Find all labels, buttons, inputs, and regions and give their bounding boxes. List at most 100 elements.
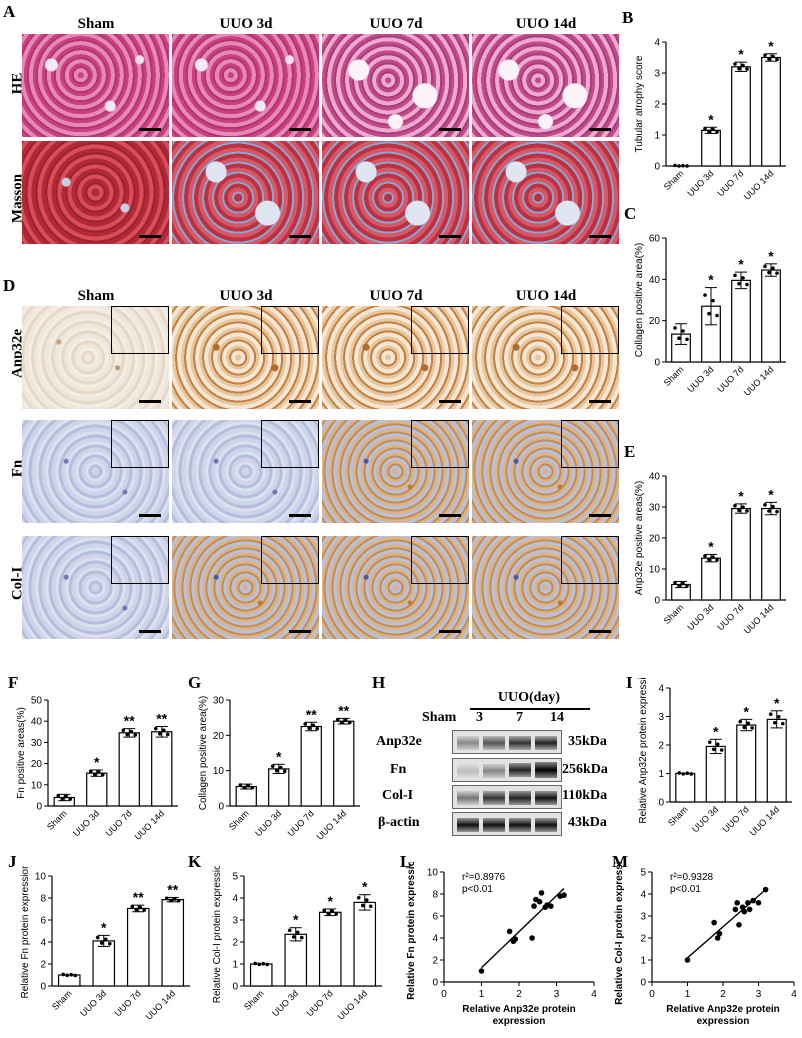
data-point bbox=[737, 66, 741, 71]
data-point bbox=[673, 163, 677, 168]
y-tick-label: 20 bbox=[649, 316, 661, 327]
data-point bbox=[303, 722, 308, 726]
data-point bbox=[130, 904, 135, 909]
x-tick-label: Sham bbox=[242, 988, 266, 1012]
wb-protein-anp32e: Anp32e bbox=[376, 734, 422, 749]
data-point bbox=[257, 962, 262, 967]
y-tick-label: 60 bbox=[649, 234, 661, 245]
y-tick-label: 2 bbox=[640, 934, 646, 945]
data-point bbox=[734, 900, 740, 906]
data-point bbox=[746, 721, 751, 726]
data-point bbox=[767, 57, 771, 61]
y-tick-label: 50 bbox=[31, 696, 43, 707]
data-point bbox=[768, 712, 773, 717]
data-point bbox=[673, 326, 677, 330]
wb-protein-bactin: β-actin bbox=[378, 815, 420, 830]
y-tick-label: 3 bbox=[640, 912, 646, 923]
data-point bbox=[733, 273, 737, 278]
chart-f: 0 10 20 30 40 50 Fn positive areas(%) Sham * UUO … bbox=[16, 696, 178, 842]
zoom-inset bbox=[411, 420, 469, 468]
data-point bbox=[741, 505, 745, 509]
bar bbox=[353, 901, 377, 987]
panel-a-col-uuo14d: UUO 14d bbox=[515, 16, 577, 32]
bar bbox=[731, 66, 751, 167]
y-axis-label: Relative Fn protein expression bbox=[20, 866, 31, 999]
y-tick-label: 10 bbox=[427, 868, 439, 879]
bar bbox=[736, 724, 757, 803]
ihc-col1-sham-image bbox=[22, 536, 169, 639]
chart-c: 0 20 40 60 Collagen positive area(%) Sham * UUO… bbox=[634, 234, 786, 398]
chart-i: 0 1 2 3 4 Relative Anp32e protein expression S… bbox=[638, 678, 792, 838]
data-point bbox=[736, 922, 742, 928]
data-point bbox=[677, 583, 681, 588]
data-point bbox=[714, 935, 721, 941]
wb-strip-bactin bbox=[452, 812, 562, 836]
ihc-col1-uuo14d-image bbox=[472, 536, 619, 639]
x-tick-label: UUO 7d bbox=[113, 988, 143, 1018]
data-point bbox=[134, 907, 139, 912]
bar bbox=[766, 718, 787, 803]
bar bbox=[92, 940, 116, 987]
wb-lane-sham: Sham bbox=[422, 710, 457, 725]
data-point bbox=[776, 714, 781, 719]
y-axis-label: Relative Col-I protein expression bbox=[614, 862, 625, 1005]
ihc-fn-sham-image bbox=[22, 420, 169, 523]
masson-uuo3d-image bbox=[172, 141, 319, 244]
data-point bbox=[677, 336, 681, 341]
data-point bbox=[165, 732, 170, 737]
y-tick-label: 4 bbox=[432, 934, 438, 945]
data-point bbox=[745, 900, 751, 906]
y-tick-label: 5 bbox=[232, 872, 238, 883]
data-point bbox=[771, 504, 775, 509]
chart-k: 0 1 2 3 4 5 Relative Col-I protein expression S… bbox=[212, 866, 382, 1022]
data-point bbox=[69, 972, 74, 977]
data-point bbox=[138, 905, 143, 910]
data-point bbox=[250, 786, 255, 790]
data-point bbox=[531, 903, 537, 909]
data-point bbox=[771, 54, 775, 59]
data-point bbox=[711, 298, 715, 303]
wb-strip-col1 bbox=[452, 785, 562, 809]
y-tick-label: 4 bbox=[640, 890, 646, 901]
data-point bbox=[715, 558, 719, 562]
data-point bbox=[96, 770, 101, 774]
x-tick-label: 1 bbox=[685, 989, 691, 1000]
significance-mark: ** bbox=[167, 881, 178, 897]
panel-d-col-uuo7d: UUO 7d bbox=[369, 288, 423, 304]
y-tick-label: 30 bbox=[31, 738, 43, 749]
wb-band bbox=[483, 818, 505, 832]
x-axis-label: Relative Anp32e protein expression bbox=[462, 1004, 576, 1027]
x-tick-label: 3 bbox=[756, 989, 762, 1000]
x-tick-label: UUO 7d bbox=[286, 808, 316, 838]
x-tick-label: UUO 3d bbox=[685, 168, 715, 198]
data-point bbox=[745, 282, 749, 287]
y-axis-label: Relative Fn protein expression bbox=[406, 862, 417, 1000]
wb-band bbox=[457, 764, 479, 778]
chart-e: 0 10 20 30 40 Anp32e positive areas(%) Sham * UU… bbox=[634, 472, 786, 636]
x-tick-label: 2 bbox=[516, 989, 522, 1000]
data-point bbox=[719, 748, 724, 752]
data-point bbox=[741, 276, 745, 280]
data-point bbox=[278, 765, 283, 770]
significance-mark: ** bbox=[306, 706, 317, 722]
he-sham-image bbox=[22, 34, 169, 137]
data-point bbox=[339, 720, 344, 725]
data-point bbox=[707, 740, 712, 744]
y-tick-label: 4 bbox=[658, 684, 664, 695]
data-point bbox=[265, 962, 270, 967]
bar bbox=[249, 963, 273, 987]
data-point bbox=[715, 130, 719, 134]
y-axis-label: Collagen positive area(%) bbox=[634, 243, 645, 358]
wb-band bbox=[457, 736, 479, 750]
bar bbox=[761, 56, 781, 167]
x-tick-label: Sham bbox=[662, 364, 686, 388]
bar bbox=[300, 725, 322, 807]
ihc-anp32e-uuo7d-image bbox=[322, 306, 469, 409]
bar bbox=[318, 911, 342, 987]
data-point bbox=[737, 281, 741, 286]
wb-size-43: 43kDa bbox=[568, 815, 607, 830]
y-tick-label: 10 bbox=[213, 766, 225, 777]
wb-band bbox=[483, 736, 505, 750]
data-point bbox=[732, 906, 739, 913]
data-point bbox=[478, 968, 485, 974]
